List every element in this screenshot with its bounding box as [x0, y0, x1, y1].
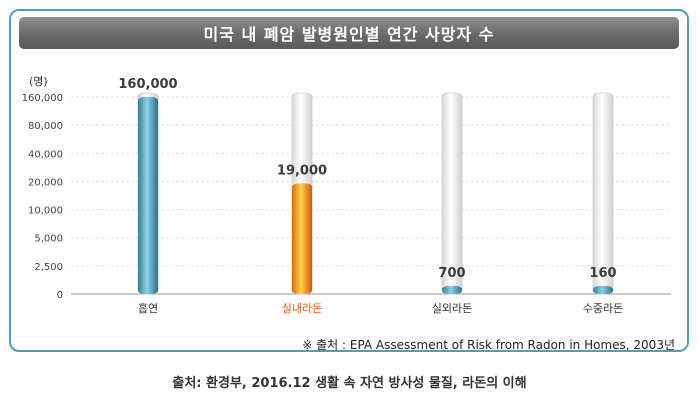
bar-chart: (명) 160,000 80,000 40,000 20,000 10,000 5,000 2…	[22, 75, 671, 315]
y-axis-label: (명)	[29, 75, 48, 88]
bar	[138, 97, 158, 294]
data-label: 160,000	[118, 77, 177, 92]
y-tick-label: 10,000	[28, 206, 63, 217]
data-label: 19,000	[277, 164, 327, 179]
y-tick-label: 20,000	[28, 177, 63, 188]
bar-track	[441, 92, 463, 295]
x-tick-label: 수중라돈	[583, 302, 623, 315]
y-tick-label: 0	[57, 290, 63, 301]
image-caption: 출처: 환경부, 2016.12 생활 속 자연 방사성 물질, 라돈의 이해	[172, 376, 527, 391]
y-tick-label: 5,000	[34, 234, 63, 245]
bar	[593, 286, 613, 294]
y-tick-label: 2,500	[34, 262, 63, 273]
bar	[292, 183, 312, 294]
chart-title: 미국 내 폐암 발병원인별 연간 사망자 수	[19, 17, 679, 49]
x-tick-label: 실외라돈	[432, 302, 472, 315]
y-tick-label: 80,000	[28, 121, 63, 132]
bar	[442, 286, 462, 294]
source-note: ※ 출처 : EPA Assessment of Risk from Radon…	[302, 338, 675, 352]
data-label: 700	[438, 266, 465, 281]
y-tick-label: 40,000	[28, 149, 63, 160]
chart-frame: 미국 내 폐암 발병원인별 연간 사망자 수 (명) 160,000 80,000 4…	[9, 9, 689, 352]
x-tick-label: 실내라돈	[282, 302, 322, 315]
data-label: 160	[589, 266, 616, 281]
y-tick-label: 160,000	[22, 93, 63, 104]
bar-track	[592, 92, 614, 295]
x-tick-label: 흡연	[138, 301, 158, 315]
